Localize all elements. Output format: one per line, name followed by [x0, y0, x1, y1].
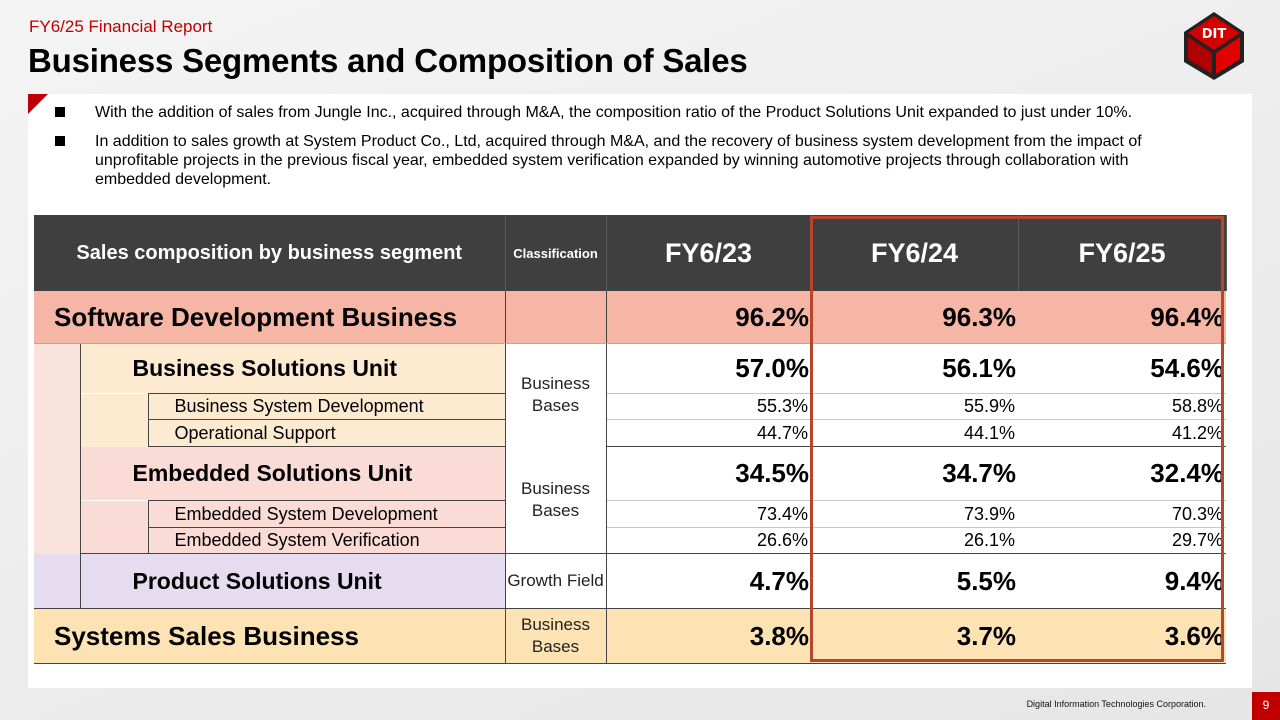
square-bullet-icon [55, 107, 65, 117]
value-fy24: 55.9% [811, 393, 1019, 420]
value-fy24: 5.5% [811, 553, 1019, 609]
segment-label: Software Development Business [34, 291, 506, 344]
row-embedded-solutions-unit: Embedded Solutions Unit Business Bases 3… [34, 446, 1227, 554]
row-embedded-system-development: Embedded System Development 73.4% 73.9% … [34, 500, 1227, 554]
value-fy25: 3.6% [1018, 608, 1227, 664]
classification-cell: Growth Field [504, 553, 607, 609]
value-fy25: 9.4% [1018, 553, 1227, 609]
row-operational-support: Operational Support 44.7% 44.1% 41.2% [34, 419, 1227, 447]
value-fy25: 70.3% [1018, 500, 1227, 528]
header-segment: Sales composition by business segment [34, 215, 506, 291]
value-fy23: 57.0% [606, 343, 812, 394]
segment-table: Sales composition by business segment Cl… [34, 215, 1227, 664]
value-fy23: 55.3% [606, 393, 812, 420]
header-year-fy23: FY6/23 [606, 215, 812, 291]
sub-unit-label: Embedded System Development [148, 500, 506, 528]
unit-indent-strip [80, 393, 149, 447]
header-year-fy24: FY6/24 [811, 215, 1019, 291]
value-fy25: 96.4% [1018, 291, 1227, 344]
bullet-text: With the addition of sales from Jungle I… [95, 104, 1133, 121]
segment-label: Systems Sales Business [34, 608, 506, 664]
value-fy23: 96.2% [605, 291, 812, 344]
classification-cell: Business Bases [504, 343, 607, 447]
value-fy24: 73.9% [811, 500, 1019, 528]
classification-cell [504, 291, 607, 344]
unit-label: Embedded Solutions Unit [80, 446, 506, 501]
row-embedded-system-verification: Embedded System Verification 26.6% 26.1%… [34, 527, 1227, 554]
footer-company: Digital Information Technologies Corpora… [1026, 699, 1206, 709]
value-fy24: 96.3% [811, 291, 1019, 344]
unit-label: Product Solutions Unit [80, 553, 506, 609]
value-fy24: 34.7% [811, 446, 1019, 501]
header-classification: Classification [505, 215, 607, 291]
red-corner-accent [28, 94, 48, 114]
value-fy25: 58.8% [1018, 393, 1227, 420]
row-product-solutions-unit: Product Solutions Unit Growth Field 4.7%… [34, 553, 1227, 609]
value-fy25: 54.6% [1018, 343, 1227, 394]
value-fy24: 56.1% [811, 343, 1019, 394]
bullet-text: In addition to sales growth at System Pr… [95, 133, 1142, 188]
sub-unit-label: Operational Support [148, 419, 506, 447]
value-fy23: 3.8% [606, 608, 812, 664]
row-business-system-development: Business System Development 55.3% 55.9% … [34, 393, 1227, 447]
header-year-fy25: FY6/25 [1018, 215, 1227, 291]
value-fy24: 26.1% [811, 527, 1019, 554]
bullet-item: In addition to sales growth at System Pr… [55, 132, 1205, 189]
classification-cell: Business Bases [504, 608, 607, 664]
value-fy24: 44.1% [811, 419, 1019, 447]
row-systems-sales-business: Systems Sales Business Business Bases 3.… [34, 608, 1227, 664]
value-fy23: 4.7% [606, 553, 812, 609]
value-fy24: 3.7% [811, 608, 1019, 664]
sub-unit-label: Business System Development [148, 393, 506, 420]
unit-label: Business Solutions Unit [80, 343, 506, 394]
logo-text: DIT [1202, 27, 1227, 42]
value-fy23: 34.5% [606, 446, 812, 501]
table-header-row: Sales composition by business segment Cl… [34, 215, 1227, 291]
unit-indent-strip [80, 500, 149, 554]
value-fy25: 41.2% [1018, 419, 1227, 447]
value-fy25: 32.4% [1018, 446, 1227, 501]
value-fy23: 73.4% [606, 500, 812, 528]
unit-indent-strip [34, 553, 81, 609]
row-software-development: Software Development Business 96.2% 96.3… [34, 291, 1227, 344]
classification-cell: Business Bases [504, 446, 607, 554]
software-indent-strip [34, 343, 81, 554]
page-title: Business Segments and Composition of Sal… [28, 42, 748, 79]
value-fy23: 26.6% [606, 527, 812, 554]
value-fy23: 44.7% [606, 419, 812, 447]
report-label: FY6/25 Financial Report [29, 17, 213, 36]
bullet-item: With the addition of sales from Jungle I… [55, 103, 1205, 122]
page-number: 9 [1252, 692, 1280, 720]
bullet-list: With the addition of sales from Jungle I… [55, 103, 1205, 199]
value-fy25: 29.7% [1018, 527, 1227, 554]
row-business-solutions-unit: Business Solutions Unit Business Bases 5… [34, 343, 1227, 554]
square-bullet-icon [55, 136, 65, 146]
company-logo: DIT [1184, 12, 1244, 80]
sub-unit-label: Embedded System Verification [148, 527, 506, 554]
